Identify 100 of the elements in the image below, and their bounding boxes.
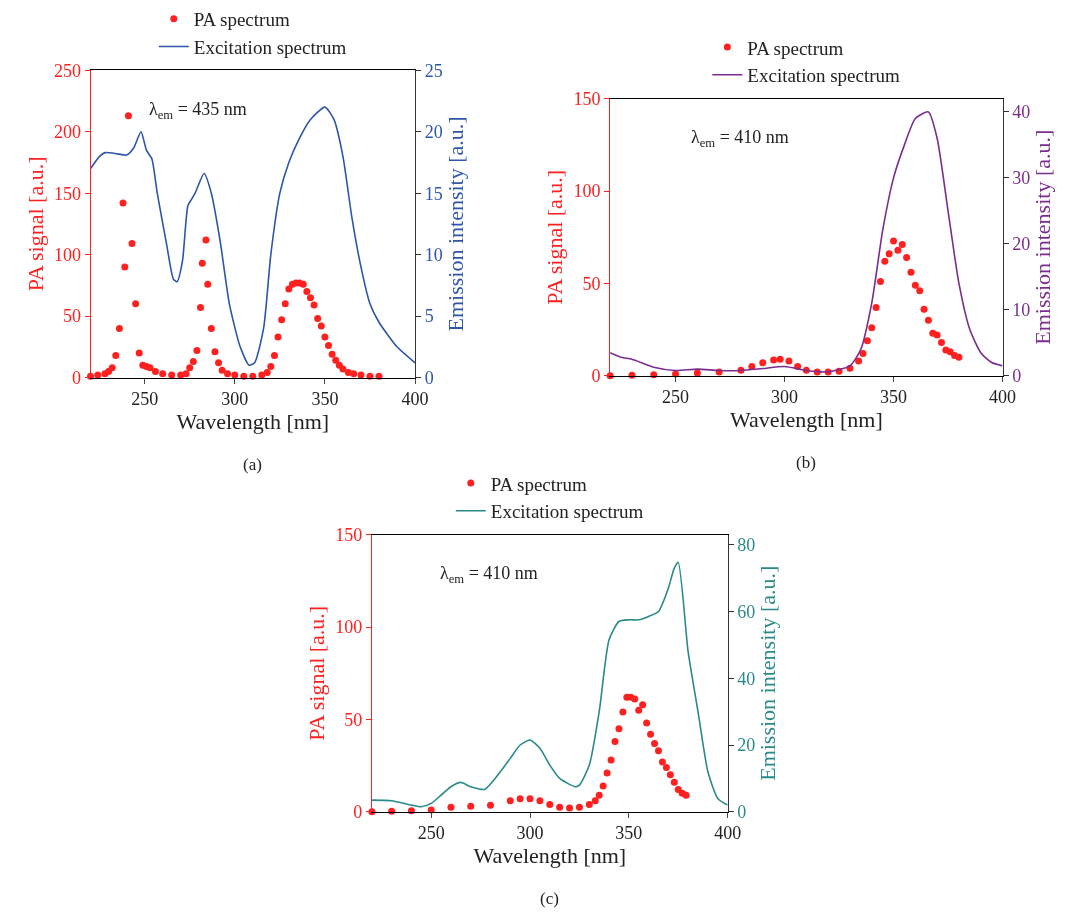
y-tick-label: 150 <box>573 89 601 109</box>
point <box>615 725 623 733</box>
y2-tick-label: 40 <box>1012 102 1031 123</box>
point <box>611 738 619 746</box>
legend-label: PA spectrum <box>193 9 290 31</box>
point <box>595 791 603 799</box>
y-tick-label: 0 <box>71 367 81 388</box>
y2-tick-label: 60 <box>737 601 756 622</box>
point <box>658 758 666 766</box>
point <box>859 350 867 358</box>
y-tick-label: 0 <box>353 802 363 823</box>
point <box>506 797 514 805</box>
y2-tick-label: 20 <box>424 122 443 143</box>
annotation: λ$_{em}$ = 410 nm <box>440 563 538 586</box>
x-tick-label: 300 <box>516 823 544 844</box>
y2-tick-label: 20 <box>1012 234 1031 255</box>
point <box>486 801 494 809</box>
x-tick-label: 350 <box>615 823 643 844</box>
point <box>575 803 583 811</box>
x-axis-title: Wavelength [nm] <box>729 407 883 433</box>
point <box>526 795 534 803</box>
point <box>693 369 701 377</box>
point <box>955 353 963 361</box>
point <box>903 254 911 262</box>
y-axis-title: PA signal [a.u.] <box>304 605 330 741</box>
text: (c) <box>540 889 559 908</box>
point <box>872 303 880 311</box>
point <box>670 778 678 786</box>
point <box>619 708 627 716</box>
y2-axis-title: Emission intensity [a.u.] <box>755 565 781 781</box>
point <box>585 800 593 808</box>
x-axis-title: Wavelength [nm] <box>473 843 627 869</box>
text: (b) <box>796 453 816 472</box>
legend-label: PA spectrum <box>490 473 587 495</box>
point <box>863 337 871 345</box>
y2-tick-label: 30 <box>1012 168 1031 189</box>
x-tick-label: 250 <box>131 389 159 410</box>
y-tick-label: 250 <box>53 60 81 81</box>
annotation: λ$_{em}$ = 410 nm <box>691 127 789 150</box>
point <box>566 804 574 812</box>
point <box>682 791 690 799</box>
x-tick-label: 400 <box>989 387 1017 408</box>
y2-tick-label: 5 <box>424 306 434 327</box>
x-tick-label: 400 <box>714 823 742 844</box>
x-tick-label: 350 <box>311 389 339 410</box>
y2-axis-title: Emission intensity [a.u.] <box>1030 129 1056 345</box>
y-tick-label: 200 <box>53 122 81 143</box>
y2-tick-label: 10 <box>424 244 443 265</box>
x-tick-label: 350 <box>880 387 908 408</box>
legend-label: Excitation spectrum <box>193 36 347 58</box>
x-tick-label: 400 <box>401 389 429 410</box>
point <box>776 355 784 363</box>
point <box>591 797 599 805</box>
point <box>759 359 767 367</box>
y2-tick-label: 25 <box>424 60 443 81</box>
y-tick-label: 50 <box>344 709 363 730</box>
point <box>876 278 884 286</box>
point <box>898 241 906 249</box>
point <box>536 797 544 805</box>
point <box>546 800 554 808</box>
point <box>920 305 928 313</box>
point <box>635 706 643 714</box>
point <box>651 739 659 747</box>
y2-tick-label: 10 <box>1012 300 1031 321</box>
legend-label: Excitation spectrum <box>747 65 901 87</box>
point <box>603 769 611 777</box>
point <box>447 803 455 811</box>
point <box>933 331 941 339</box>
point <box>666 771 674 779</box>
point <box>938 339 945 347</box>
point <box>868 324 876 332</box>
point <box>599 782 607 790</box>
x-tick-label: 250 <box>662 387 690 408</box>
y2-tick-label: 0 <box>1012 366 1022 387</box>
y2-tick-label: 80 <box>737 535 756 556</box>
y-tick-label: 0 <box>591 366 601 387</box>
legend-label: Excitation spectrum <box>490 501 644 523</box>
point <box>631 695 639 703</box>
point <box>662 763 670 771</box>
point <box>916 287 924 295</box>
y-tick-label: 100 <box>335 617 363 638</box>
point <box>643 719 651 727</box>
point <box>516 795 524 803</box>
point <box>881 257 889 265</box>
point <box>647 730 655 738</box>
point <box>911 281 919 289</box>
y-axis-title: PA signal [a.u.] <box>542 169 568 305</box>
point <box>894 246 902 254</box>
x-axis-title: Wavelength [nm] <box>176 409 330 435</box>
point <box>855 357 863 365</box>
point <box>654 747 662 755</box>
y-tick-label: 100 <box>53 244 81 265</box>
y2-tick-label: 0 <box>737 802 747 823</box>
x-tick-label: 250 <box>417 823 445 844</box>
point <box>467 802 475 810</box>
y-axis-title: PA signal [a.u.] <box>22 156 48 292</box>
point <box>907 268 915 276</box>
y-tick-label: 50 <box>582 273 601 294</box>
legend-label: PA spectrum <box>747 37 844 59</box>
point <box>770 356 778 364</box>
